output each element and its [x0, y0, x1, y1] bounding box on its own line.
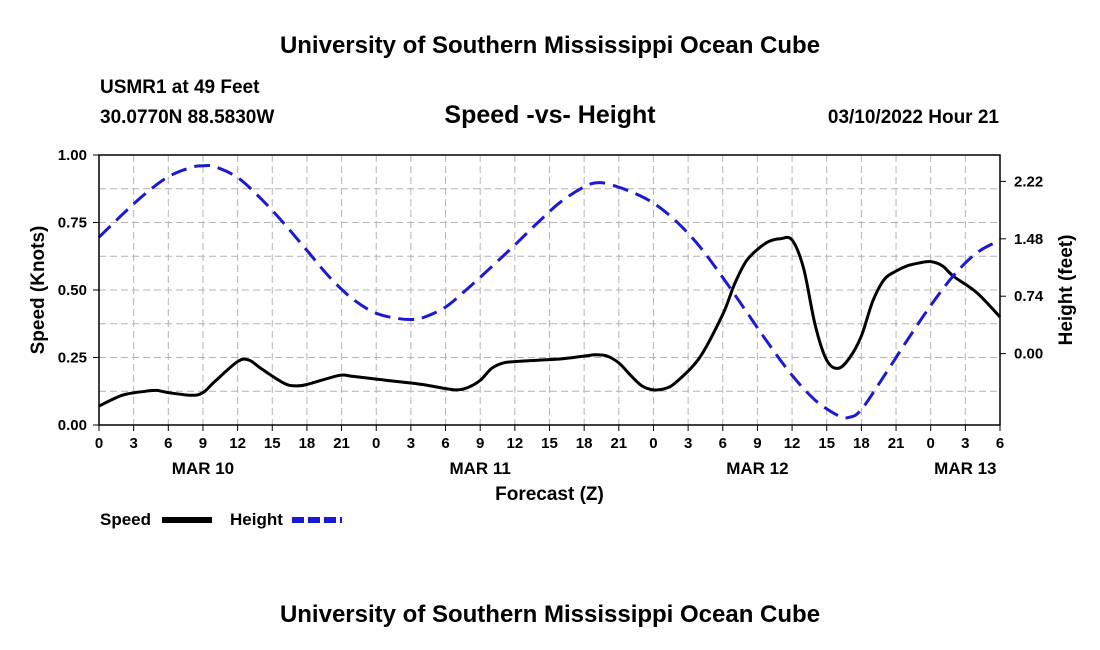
x-tick-label: 3: [129, 435, 137, 452]
x-tick-label: 15: [264, 435, 281, 452]
date-label: MAR 10: [172, 459, 234, 478]
x-tick-label: 9: [199, 435, 207, 452]
x-tick-label: 6: [164, 435, 172, 452]
legend-speed-label: Speed: [100, 510, 151, 529]
x-tick-label: 0: [649, 435, 657, 452]
x-tick-label: 12: [229, 435, 246, 452]
plot-frame: [98, 154, 1001, 426]
height-series-line: [97, 163, 1001, 420]
x-tick-label: 18: [853, 435, 870, 452]
y2-tick-label: 1.48: [1014, 231, 1043, 248]
axis-ticks: [93, 154, 1006, 431]
speed-series-line: [98, 235, 1002, 408]
legend-height-label: Height: [230, 510, 283, 529]
y2-tick-label: 0.00: [1014, 346, 1043, 363]
y2-tick-label: 0.74: [1014, 288, 1044, 305]
y2-tick-label: 2.22: [1014, 173, 1043, 190]
y2-axis-title: Height (feet): [1056, 235, 1077, 346]
x-tick-label: 15: [818, 435, 835, 452]
x-tick-label: 3: [684, 435, 692, 452]
x-tick-label: 21: [610, 435, 627, 452]
x-tick-label: 0: [927, 435, 935, 452]
y-tick-label: 0.00: [58, 417, 87, 434]
x-tick-label: 18: [299, 435, 316, 452]
y-tick-label: 1.00: [58, 147, 87, 164]
station-label: USMR1 at 49 Feet: [100, 77, 260, 98]
page-title: University of Southern Mississippi Ocean…: [279, 32, 821, 59]
footer-title: University of Southern Mississippi Ocean…: [279, 601, 821, 628]
grid: [99, 154, 1000, 425]
chart-subtitle: Speed -vs- Height: [444, 101, 656, 129]
x-tick-label: 0: [372, 435, 380, 452]
date-label: MAR 11: [449, 459, 510, 478]
x-tick-label: 12: [507, 435, 524, 452]
x-tick-label: 6: [996, 435, 1004, 452]
x-tick-label: 0: [95, 435, 103, 452]
y-tick-label: 0.75: [58, 215, 87, 232]
x-tick-label: 15: [541, 435, 558, 452]
x-tick-label: 9: [753, 435, 761, 452]
date-label: MAR 13: [934, 459, 996, 478]
x-tick-label: 9: [476, 435, 484, 452]
x-tick-label: 6: [441, 435, 449, 452]
x-tick-label: 3: [407, 435, 415, 452]
station-coordinates: 30.0770N 88.5830W: [100, 107, 275, 128]
x-tick-label: 21: [888, 435, 905, 452]
series-lines: [97, 163, 1002, 420]
x-tick-label: 12: [784, 435, 801, 452]
x-tick-label: 18: [576, 435, 593, 452]
date-label: MAR 12: [726, 459, 788, 478]
y-tick-label: 0.25: [58, 350, 87, 367]
axis-labels: 0 3 6 9 12 15 18 21 0 3 6 9 12 15 18 21 0 3 6 9 12 15 18 21 0 3 6 0…: [28, 147, 1077, 505]
x-tick-label: 3: [961, 435, 969, 452]
legend: Speed Height: [100, 510, 342, 529]
y-axis-title: Speed (Knots): [28, 226, 49, 355]
forecast-datetime: 03/10/2022 Hour 21: [827, 107, 999, 128]
x-tick-label: 6: [719, 435, 727, 452]
y-tick-label: 0.50: [58, 282, 87, 299]
x-tick-label: 21: [333, 435, 350, 452]
x-axis-title: Forecast (Z): [495, 484, 604, 505]
